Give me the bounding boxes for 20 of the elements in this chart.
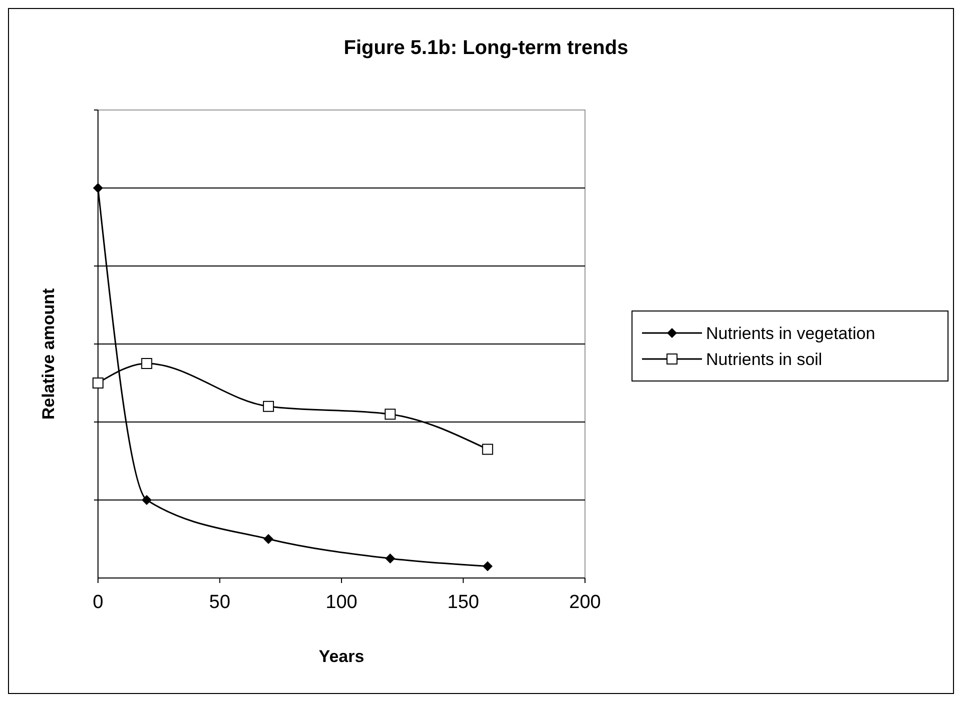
x-tick-label: 100 xyxy=(326,592,358,613)
x-tick-label: 150 xyxy=(447,592,480,613)
legend-label: Nutrients in soil xyxy=(706,350,822,369)
y-axis-title: Relative amount xyxy=(39,288,58,420)
x-tick-label: 200 xyxy=(569,592,601,613)
point xyxy=(93,183,103,193)
point xyxy=(482,444,494,455)
point xyxy=(385,554,396,564)
point xyxy=(92,378,104,388)
x-tick-label: 0 xyxy=(92,592,104,613)
point xyxy=(262,400,274,412)
x-tick-label: 50 xyxy=(209,592,230,613)
point xyxy=(142,495,152,505)
point xyxy=(384,408,396,420)
legend-label: Nutrients in vegetation xyxy=(706,324,876,343)
x-axis-title: Years xyxy=(318,647,364,666)
point xyxy=(263,534,274,544)
point xyxy=(141,358,152,369)
point xyxy=(482,561,493,572)
chart-title: Figure 5.1b: Long-term trends xyxy=(344,37,628,59)
